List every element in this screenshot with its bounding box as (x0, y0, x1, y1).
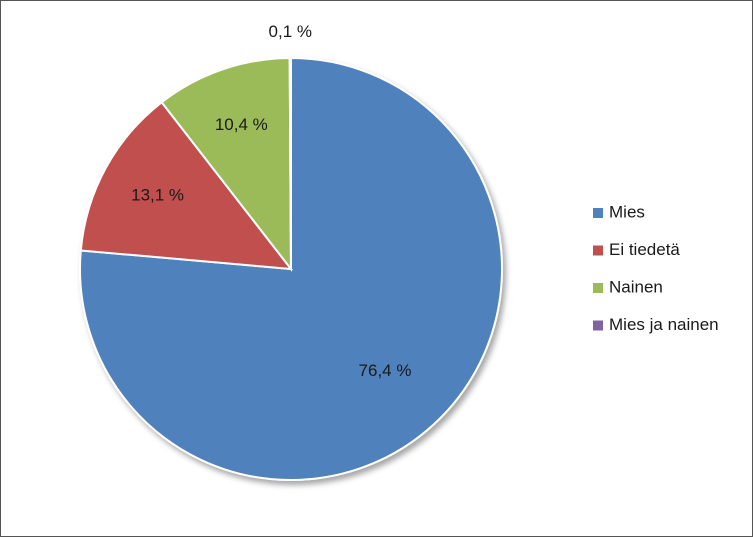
data-label: 13,1 % (131, 186, 184, 205)
legend-label: Mies (609, 202, 645, 221)
legend-label: Mies ja nainen (609, 315, 719, 334)
pie-slice-nainen (160, 56, 293, 272)
data-label: 0,1 % (269, 22, 312, 41)
data-label: 10,4 % (215, 115, 268, 134)
pie-slice-mies-ja-nainen (288, 56, 292, 270)
legend-swatch (593, 208, 603, 218)
data-label: 76,4 % (359, 361, 412, 380)
legend-label: Nainen (609, 277, 663, 296)
legend-swatch (593, 283, 603, 293)
pie-slice-mies (79, 56, 503, 481)
legend-label: Ei tiedetä (609, 240, 680, 259)
legend-swatch (593, 320, 603, 331)
legend-swatch (593, 245, 603, 256)
pie-slice-ei-tiedet- (79, 100, 294, 271)
